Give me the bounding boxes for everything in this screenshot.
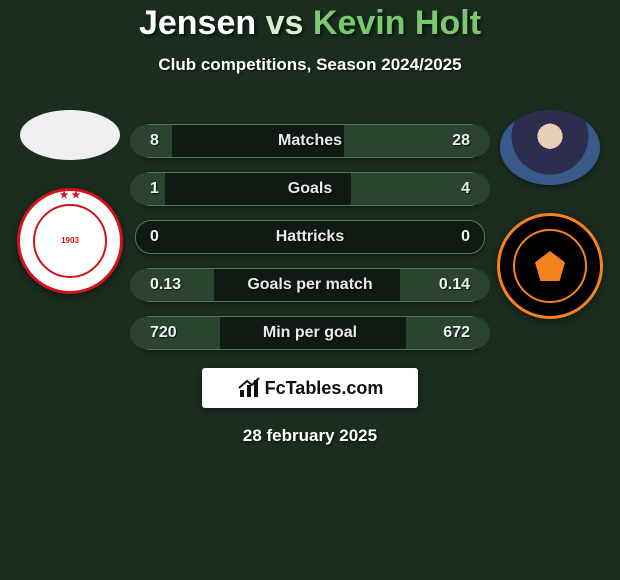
stat-label: Goals per match (136, 276, 484, 294)
stat-value-right: 28 (452, 132, 470, 150)
stat-value-right: 0.14 (439, 276, 470, 294)
page-title: Jensen vs Kevin Holt (0, 0, 620, 43)
title-player1: Jensen (139, 4, 256, 42)
content-area: ★ ★ 1903 8Matches28 1Goals4 0Hattricks0 0.1… (0, 110, 620, 446)
infographic-root: Jensen vs Kevin Holt Club competitions, … (0, 0, 620, 580)
stat-row: 8Matches28 (135, 124, 485, 158)
player1-avatar (20, 110, 120, 160)
stat-value-right: 4 (461, 180, 470, 198)
title-player2: Kevin Holt (313, 4, 481, 42)
stat-label: Matches (136, 132, 484, 150)
club-crest-icon (535, 251, 565, 281)
stat-row: 0.13Goals per match0.14 (135, 268, 485, 302)
stats-table: 8Matches28 1Goals4 0Hattricks0 0.13Goals pe… (135, 124, 485, 350)
brand-text: FcTables.com (265, 378, 384, 399)
stat-value-right: 672 (443, 324, 470, 342)
stat-label: Hattricks (136, 228, 484, 246)
stat-row: 720Min per goal672 (135, 316, 485, 350)
player2-avatar (500, 110, 600, 185)
stat-value-right: 0 (461, 228, 470, 246)
club-badge-text: 1903 (61, 237, 79, 246)
stat-label: Min per goal (136, 324, 484, 342)
stat-label: Goals (136, 180, 484, 198)
club-badge-inner (513, 229, 587, 303)
club-stars: ★ ★ (35, 190, 105, 201)
left-column: ★ ★ 1903 (10, 110, 130, 294)
brand-logo: FcTables.com (202, 368, 418, 408)
player1-club-badge: ★ ★ 1903 (17, 188, 123, 294)
subtitle: Club competitions, Season 2024/2025 (0, 55, 620, 75)
club-badge-inner: ★ ★ 1903 (33, 204, 107, 278)
title-vs: vs (266, 4, 304, 42)
player2-club-badge (497, 213, 603, 319)
footer-date: 28 february 2025 (0, 426, 620, 446)
right-column (490, 110, 610, 319)
stat-row: 1Goals4 (135, 172, 485, 206)
chart-icon (237, 376, 261, 400)
stat-row: 0Hattricks0 (135, 220, 485, 254)
